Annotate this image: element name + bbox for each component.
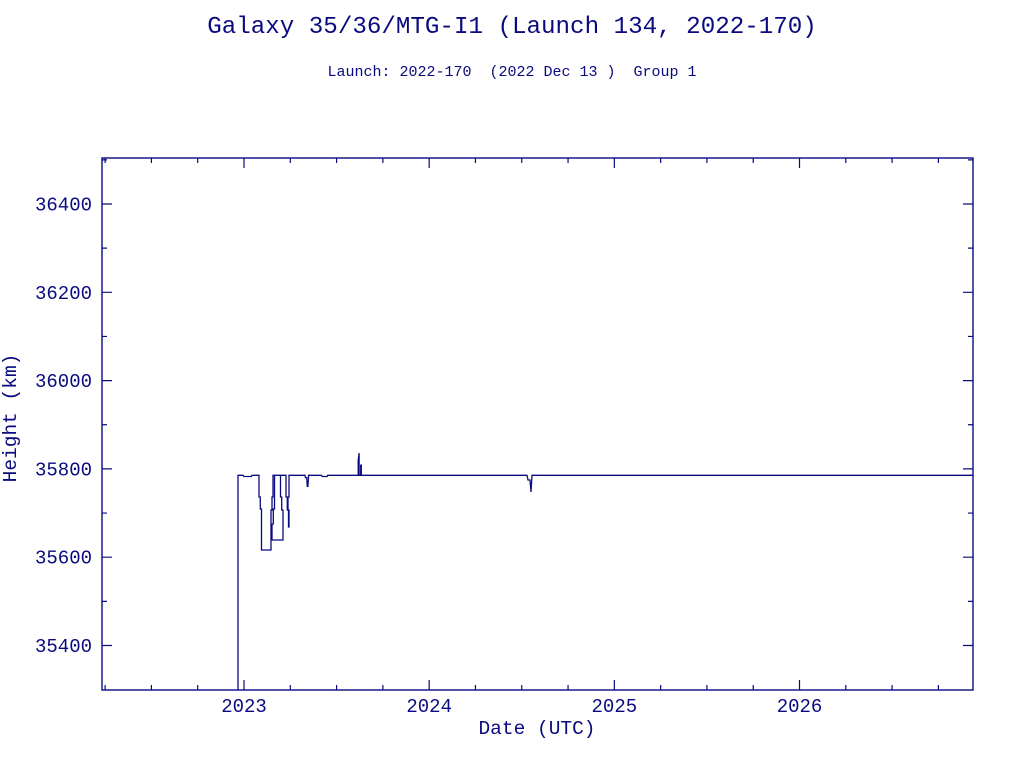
svg-text:35600: 35600 bbox=[35, 548, 92, 570]
svg-text:35800: 35800 bbox=[35, 459, 92, 481]
svg-text:2025: 2025 bbox=[592, 696, 638, 718]
svg-text:2026: 2026 bbox=[777, 696, 823, 718]
svg-text:36400: 36400 bbox=[35, 195, 92, 217]
svg-text:36200: 36200 bbox=[35, 283, 92, 305]
svg-text:2024: 2024 bbox=[406, 696, 452, 718]
svg-text:2023: 2023 bbox=[221, 696, 267, 718]
svg-text:35400: 35400 bbox=[35, 636, 92, 658]
svg-text:Date (UTC): Date (UTC) bbox=[478, 718, 595, 740]
svg-text:36000: 36000 bbox=[35, 371, 92, 393]
svg-text:Height (km): Height (km) bbox=[0, 354, 22, 483]
